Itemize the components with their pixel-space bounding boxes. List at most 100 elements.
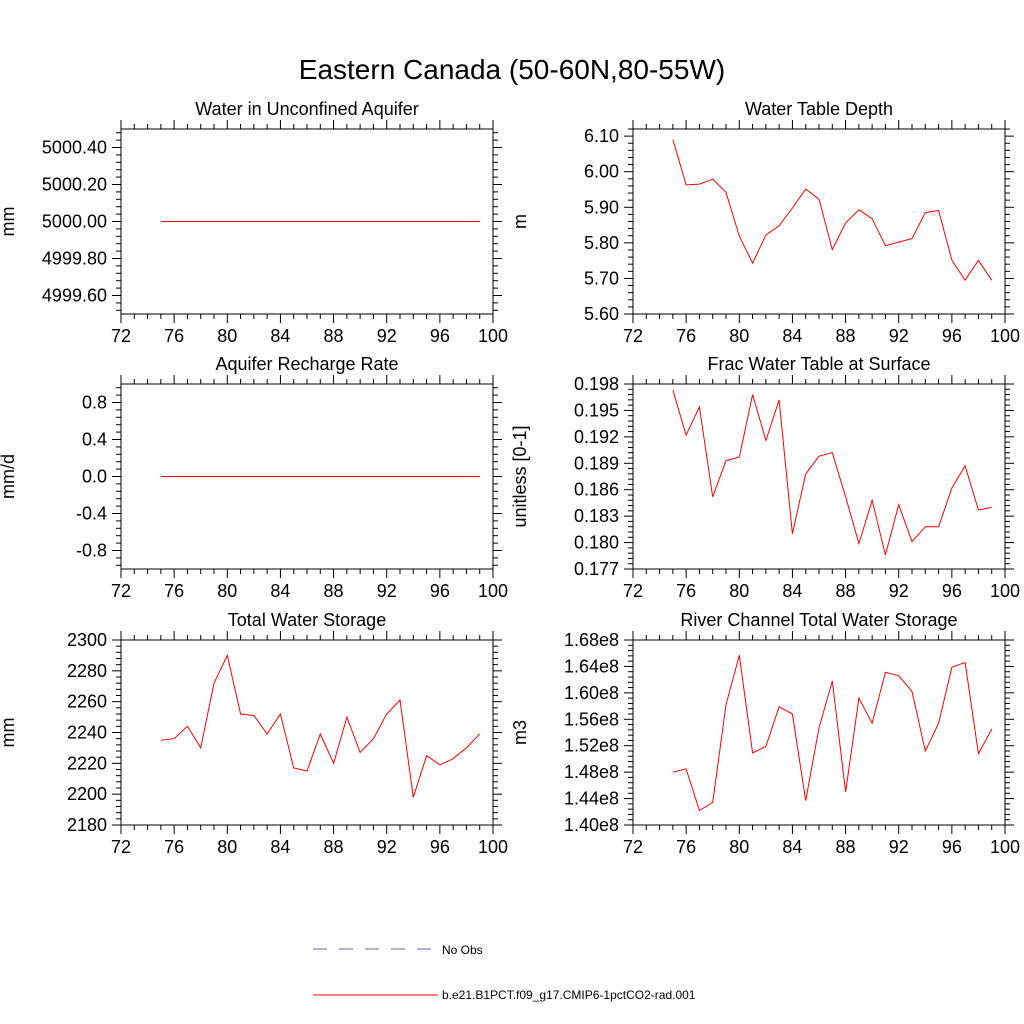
y-tick-label: 2300 — [67, 630, 107, 650]
series-line — [672, 139, 993, 282]
x-tick-label: 92 — [377, 326, 397, 346]
series-line — [160, 653, 481, 798]
x-tick-label: 88 — [836, 326, 856, 346]
x-tick-label: 72 — [623, 837, 643, 857]
plot-frame — [632, 128, 1006, 315]
x-tick-label: 92 — [889, 581, 909, 601]
x-tick-label: 100 — [990, 326, 1020, 346]
x-tick-label: 76 — [676, 581, 696, 601]
y-tick-label: 5.80 — [584, 233, 619, 253]
x-tick-label: 72 — [111, 326, 131, 346]
x-tick-label: 96 — [430, 326, 450, 346]
y-tick-label: 0.183 — [574, 506, 619, 526]
panels-group: Water in Unconfined Aquifer mm 72 76 80 84 88 9… — [0, 99, 1020, 857]
x-tick-label: 84 — [270, 837, 290, 857]
x-tick-label: 92 — [889, 326, 909, 346]
y-tick-label: 1.56e8 — [564, 709, 619, 729]
y-tick-label: 0.186 — [574, 480, 619, 500]
x-tick-label: 96 — [942, 326, 962, 346]
x-tick-label: 96 — [430, 837, 450, 857]
y-tick-label: 1.64e8 — [564, 656, 619, 676]
y-axis-label: mm/d — [0, 454, 18, 499]
y-tick-label: 6.00 — [584, 162, 619, 182]
x-tick-label: 100 — [478, 837, 508, 857]
y-tick-label: 4999.80 — [42, 249, 107, 269]
y-tick-label: 1.52e8 — [564, 736, 619, 756]
chart-panel-1: Water in Unconfined Aquifer mm 72 76 80 84 88 9… — [0, 99, 508, 346]
y-tick-label: 0.177 — [574, 559, 619, 579]
y-tick-label: 1.40e8 — [564, 815, 619, 835]
y-tick-label: 5000.20 — [42, 175, 107, 195]
x-tick-label: 96 — [430, 581, 450, 601]
legend-obs-label: No Obs — [442, 943, 483, 957]
y-axis-label: mm — [0, 718, 18, 748]
x-tick-label: 80 — [729, 581, 749, 601]
y-tick-label: 0.189 — [574, 453, 619, 473]
chart-panel-4: Frac Water Table at Surface unitless [0-1… — [510, 354, 1020, 601]
x-tick-label: 80 — [217, 581, 237, 601]
y-axis-label: m — [510, 214, 530, 229]
y-tick-label: 0.4 — [82, 430, 107, 450]
y-tick-label: 1.68e8 — [564, 630, 619, 650]
panel-title: Total Water Storage — [228, 610, 386, 630]
y-tick-label: 5.60 — [584, 304, 619, 324]
figure-title: Eastern Canada (50-60N,80-55W) — [299, 54, 725, 85]
y-tick-label: 0.0 — [82, 467, 107, 487]
x-tick-label: 84 — [270, 326, 290, 346]
x-tick-label: 88 — [324, 837, 344, 857]
series-line — [672, 655, 993, 812]
x-tick-label: 84 — [782, 581, 802, 601]
x-tick-label: 92 — [377, 837, 397, 857]
y-tick-label: 0.180 — [574, 533, 619, 553]
y-tick-label: -0.8 — [76, 541, 107, 561]
x-tick-label: 96 — [942, 837, 962, 857]
plot-frame — [632, 639, 1006, 826]
x-tick-label: 72 — [111, 581, 131, 601]
x-tick-label: 76 — [676, 837, 696, 857]
y-tick-label: 5000.40 — [42, 138, 107, 158]
chart-panel-5: Total Water Storage mm 72 76 80 84 88 92 96 100 21… — [0, 610, 508, 857]
y-tick-label: 0.192 — [574, 427, 619, 447]
chart-panel-2: Water Table Depth m 72 76 80 84 88 92 96 100 5.60 5… — [510, 99, 1020, 346]
legend: No Obs b.e21.B1PCT.f09_g17.CMIP6-1pctCO2… — [313, 943, 696, 1002]
x-tick-label: 100 — [990, 581, 1020, 601]
chart-panel-6: River Channel Total Water Storage m3 72 76 8… — [510, 610, 1020, 857]
x-tick-label: 76 — [164, 837, 184, 857]
y-tick-label: 2200 — [67, 784, 107, 804]
x-tick-label: 72 — [111, 837, 131, 857]
x-tick-label: 72 — [623, 581, 643, 601]
y-tick-label: 5000.00 — [42, 212, 107, 232]
y-tick-label: 2260 — [67, 692, 107, 712]
x-tick-label: 84 — [270, 581, 290, 601]
x-tick-label: 80 — [217, 326, 237, 346]
y-tick-label: 2240 — [67, 723, 107, 743]
y-tick-label: 2220 — [67, 753, 107, 773]
x-tick-label: 88 — [324, 326, 344, 346]
chart-panel-3: Aquifer Recharge Rate mm/d 72 76 80 84 88 92 96 1… — [0, 354, 508, 601]
y-axis-label: m3 — [510, 720, 530, 745]
y-tick-label: 4999.60 — [42, 286, 107, 306]
x-tick-label: 84 — [782, 326, 802, 346]
plot-frame — [632, 383, 1006, 570]
x-tick-label: 76 — [164, 581, 184, 601]
panel-title: Frac Water Table at Surface — [707, 354, 930, 374]
y-axis-label: unitless [0-1] — [510, 425, 530, 527]
x-tick-label: 92 — [377, 581, 397, 601]
x-tick-label: 84 — [782, 837, 802, 857]
y-tick-label: 6.10 — [584, 126, 619, 146]
plot-frame — [120, 639, 494, 826]
panel-title: River Channel Total Water Storage — [680, 610, 957, 630]
x-tick-label: 80 — [729, 326, 749, 346]
x-tick-label: 88 — [324, 581, 344, 601]
y-tick-label: 1.44e8 — [564, 789, 619, 809]
x-tick-label: 100 — [478, 581, 508, 601]
x-tick-label: 80 — [217, 837, 237, 857]
x-tick-label: 76 — [164, 326, 184, 346]
y-axis-label: mm — [0, 207, 18, 237]
x-tick-label: 100 — [990, 837, 1020, 857]
panel-title: Water in Unconfined Aquifer — [195, 99, 418, 119]
x-tick-label: 88 — [836, 581, 856, 601]
y-tick-label: 5.90 — [584, 197, 619, 217]
y-tick-label: 2280 — [67, 661, 107, 681]
